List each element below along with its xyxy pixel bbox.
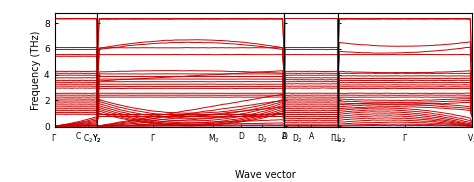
Text: Wave vector: Wave vector [235,170,296,180]
Y-axis label: Frequency (THz): Frequency (THz) [31,30,41,110]
